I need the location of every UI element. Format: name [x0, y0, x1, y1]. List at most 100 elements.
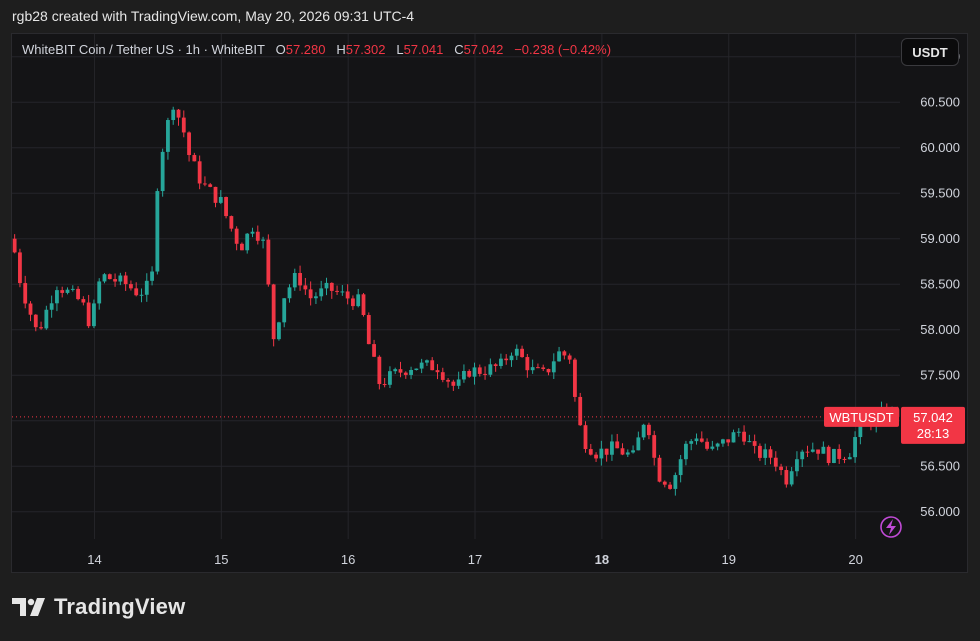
candle-down	[176, 109, 181, 118]
lightning-icon[interactable]	[880, 516, 902, 538]
y-tick-label: 57.500	[920, 368, 960, 383]
candle-up	[314, 296, 318, 299]
candle-down	[129, 284, 133, 289]
candle-up	[747, 441, 752, 443]
candlestick-chart[interactable]: 61.00060.50060.00059.50059.00058.50058.0…	[12, 34, 968, 573]
x-tick-label: 19	[722, 552, 736, 567]
candle-down	[298, 273, 302, 286]
candle-down	[583, 425, 588, 450]
candle-down	[60, 290, 65, 293]
candle-up	[92, 303, 96, 327]
candle-up	[795, 459, 799, 472]
x-tick-label: 14	[87, 552, 101, 567]
candle-up	[715, 443, 720, 447]
candle-up	[55, 290, 59, 304]
x-tick-label: 20	[848, 552, 862, 567]
candle-down	[520, 348, 524, 358]
candle-up	[456, 379, 461, 386]
candle-up	[800, 451, 805, 460]
candle-down	[604, 448, 609, 455]
candle-down	[329, 282, 334, 291]
candle-down	[39, 327, 43, 329]
candle-down	[213, 186, 218, 203]
candle-up	[610, 441, 614, 455]
y-tick-label: 58.000	[920, 322, 960, 337]
y-tick-label: 60.500	[920, 95, 960, 110]
candle-down	[588, 449, 593, 455]
candle-down	[573, 359, 577, 397]
symbol-tag-label: WBTUSDT	[829, 410, 893, 425]
candle-up	[277, 322, 281, 340]
candle-down	[266, 239, 271, 285]
candle-down	[567, 355, 572, 360]
candle-down	[351, 298, 355, 307]
candle-down	[224, 197, 228, 217]
candle-down	[837, 448, 842, 459]
chart-credit: rgb28 created with TradingView.com, May …	[12, 8, 415, 24]
candle-down	[668, 484, 672, 489]
footer-brand-text: TradingView	[54, 594, 186, 619]
candle-down	[234, 228, 239, 244]
candle-up	[810, 449, 815, 452]
candle-down	[372, 344, 376, 357]
candle-up	[472, 367, 477, 377]
candle-down	[620, 448, 625, 455]
candle-up	[414, 368, 419, 371]
candle-down	[203, 183, 207, 185]
candle-down	[805, 451, 810, 453]
candle-up	[218, 197, 223, 203]
candle-up	[710, 446, 715, 449]
tradingview-brand[interactable]: TradingView	[12, 594, 185, 620]
currency-button[interactable]: USDT	[901, 38, 959, 66]
candle-down	[536, 367, 540, 369]
candle-down	[240, 243, 244, 251]
candle-up	[97, 281, 102, 304]
y-tick-label: 56.500	[920, 459, 960, 474]
candle-down	[699, 438, 704, 442]
legend-high-value: 57.302	[345, 42, 386, 57]
candle-down	[107, 274, 112, 280]
candle-up	[721, 439, 725, 444]
candle-down	[86, 302, 91, 327]
chart-area[interactable]: 61.00060.50060.00059.50059.00058.50058.0…	[11, 33, 968, 573]
candle-down	[615, 441, 620, 449]
candle-up	[853, 437, 857, 458]
candle-down	[578, 396, 583, 426]
candle-up	[340, 291, 345, 293]
candle-up	[292, 273, 297, 288]
candle-up	[636, 437, 641, 451]
candle-up	[557, 351, 561, 362]
candle-up	[150, 271, 154, 281]
candle-up	[689, 441, 694, 444]
candle-down	[451, 381, 456, 386]
candle-down	[208, 184, 213, 187]
candle-up	[499, 358, 503, 367]
candle-down	[335, 290, 339, 292]
candle-down	[826, 446, 831, 463]
candle-up	[144, 280, 149, 295]
candle-down	[440, 372, 445, 380]
candle-up	[319, 288, 324, 297]
legend-close-label: C	[454, 42, 464, 57]
candle-up	[65, 289, 70, 293]
candle-down	[398, 369, 403, 373]
candle-up	[118, 275, 123, 282]
candle-down	[784, 470, 789, 485]
candle-up	[694, 438, 699, 442]
candle-down	[361, 294, 366, 316]
candle-down	[308, 289, 313, 299]
candle-down	[28, 303, 33, 315]
legend-symbol: WhiteBIT Coin / Tether US · 1h · WhiteBI…	[22, 42, 265, 57]
candle-up	[70, 288, 75, 290]
candle-down	[366, 315, 371, 345]
candle-down	[33, 314, 38, 328]
candle-down	[705, 441, 709, 449]
candle-down	[483, 373, 487, 375]
candle-up	[684, 443, 688, 460]
candle-down	[652, 435, 657, 458]
candle-down	[255, 231, 260, 241]
candle-up	[551, 361, 556, 373]
candle-down	[842, 458, 847, 460]
candle-up	[419, 362, 424, 369]
candle-down	[303, 285, 308, 290]
